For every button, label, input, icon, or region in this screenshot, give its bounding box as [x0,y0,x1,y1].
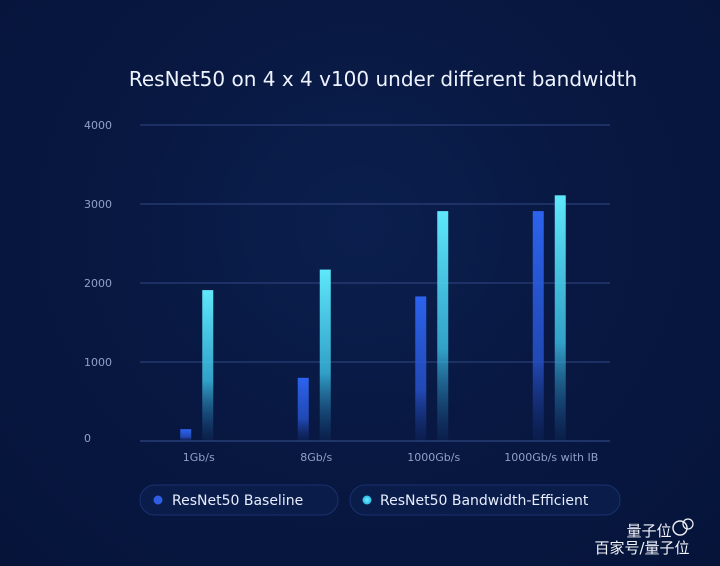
bar-baseline [532,211,544,441]
bars [180,195,566,441]
bar-bandwidth-efficient [202,290,214,441]
chart-title: ResNet50 on 4 x 4 v100 under different b… [129,67,637,91]
x-tick-label: 1000Gb/s with IB [504,451,598,464]
legend-item-efficient-box [349,484,621,516]
legend-item-baseline-box [139,484,339,516]
legend-efficient-swatch [362,495,372,505]
y-axis-ticks: 4000 3000 2000 1000 0 [84,119,112,445]
y-tick-label: 2000 [84,277,112,290]
bar-bandwidth-efficient [554,195,566,441]
y-tick-label: 1000 [84,356,112,369]
bar-baseline [297,377,309,441]
y-tick-label: 4000 [84,119,112,132]
legend: ResNet50 Baseline ResNet50 Bandwidth-Eff… [139,484,621,516]
bar-baseline [415,296,427,441]
watermark-logo-icon [672,520,688,536]
gridlines [140,124,610,442]
bar-bandwidth-efficient [319,269,331,441]
x-tick-label: 8Gb/s [300,451,332,464]
y-tick-label: 0 [84,432,91,445]
x-tick-label: 1000Gb/s [407,451,460,464]
y-tick-label: 3000 [84,198,112,211]
bar-baseline [180,429,192,441]
legend-baseline-swatch [153,495,163,505]
bar-bandwidth-efficient [437,211,449,441]
watermark-line1: 量子位 [626,522,671,540]
watermark-line2: 百家号/量子位 [594,539,689,557]
x-axis-ticks: 1Gb/s 8Gb/s 1000Gb/s 1000Gb/s with IB [183,451,599,464]
x-tick-label: 1Gb/s [183,451,215,464]
legend-baseline-label: ResNet50 Baseline [172,493,303,509]
watermark-logo-icon-secondary [682,518,694,530]
watermark: 量子位 百家号/量子位 [594,518,694,557]
legend-efficient-label: ResNet50 Bandwidth-Efficient [380,493,589,509]
